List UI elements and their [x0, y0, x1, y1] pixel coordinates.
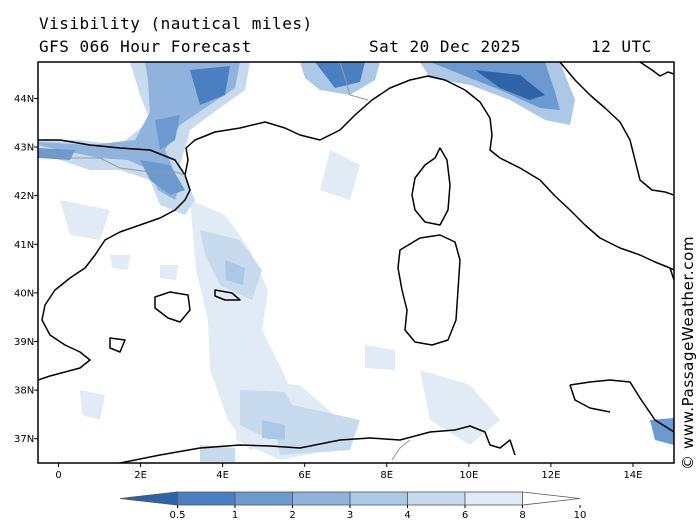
legend-swatch [464, 491, 523, 506]
legend-swatch [407, 491, 466, 506]
lat-label: 38N [14, 386, 34, 397]
model-line: GFS 066 Hour Forecast [39, 37, 252, 56]
legend-label: 6 [462, 510, 468, 521]
legend-swatch [349, 491, 408, 506]
legend-label: 2 [289, 510, 295, 521]
legend-label: 4 [404, 510, 410, 521]
lat-label: 37N [14, 434, 34, 445]
map-frame [37, 61, 675, 464]
lon-label: 6E [298, 470, 311, 481]
lat-label: 39N [14, 337, 34, 348]
credit-text: © www.PassageWeather.com [679, 235, 697, 470]
latitude-axis: 44N 43N 42N 41N 40N 39N 38N 37N [14, 94, 38, 445]
borders [38, 62, 411, 461]
legend-swatch [119, 491, 178, 506]
lon-label: 2E [134, 470, 147, 481]
lat-label: 40N [14, 288, 34, 299]
longitude-axis: 0 2E 4E 6E 8E 10E 12E 14E [55, 463, 642, 481]
legend-label: 0.5 [170, 510, 186, 521]
legend-swatch [292, 491, 351, 506]
legend-swatch [234, 491, 293, 506]
lon-label: 12E [541, 470, 560, 481]
coastlines [38, 62, 674, 463]
lon-label: 14E [623, 470, 642, 481]
legend-label: 3 [347, 510, 353, 521]
legend-label: 1 [232, 510, 238, 521]
lon-label: 4E [216, 470, 229, 481]
forecast-time: 12 UTC [591, 37, 652, 56]
lat-label: 42N [14, 191, 34, 202]
visibility-legend: 0.5 1 2 3 4 6 8 10 [119, 491, 587, 521]
lat-label: 41N [14, 240, 34, 251]
lon-label: 8E [380, 470, 393, 481]
lat-label: 44N [14, 94, 34, 105]
legend-swatch [522, 491, 581, 506]
lon-label: 0 [55, 470, 61, 481]
legend-label: 10 [574, 510, 587, 521]
legend-swatch [177, 491, 236, 506]
legend-label: 8 [519, 510, 525, 521]
forecast-date: Sat 20 Dec 2025 [369, 37, 521, 56]
lat-label: 43N [14, 143, 34, 154]
map-title: Visibility (nautical miles) [39, 14, 313, 33]
lon-label: 10E [459, 470, 478, 481]
